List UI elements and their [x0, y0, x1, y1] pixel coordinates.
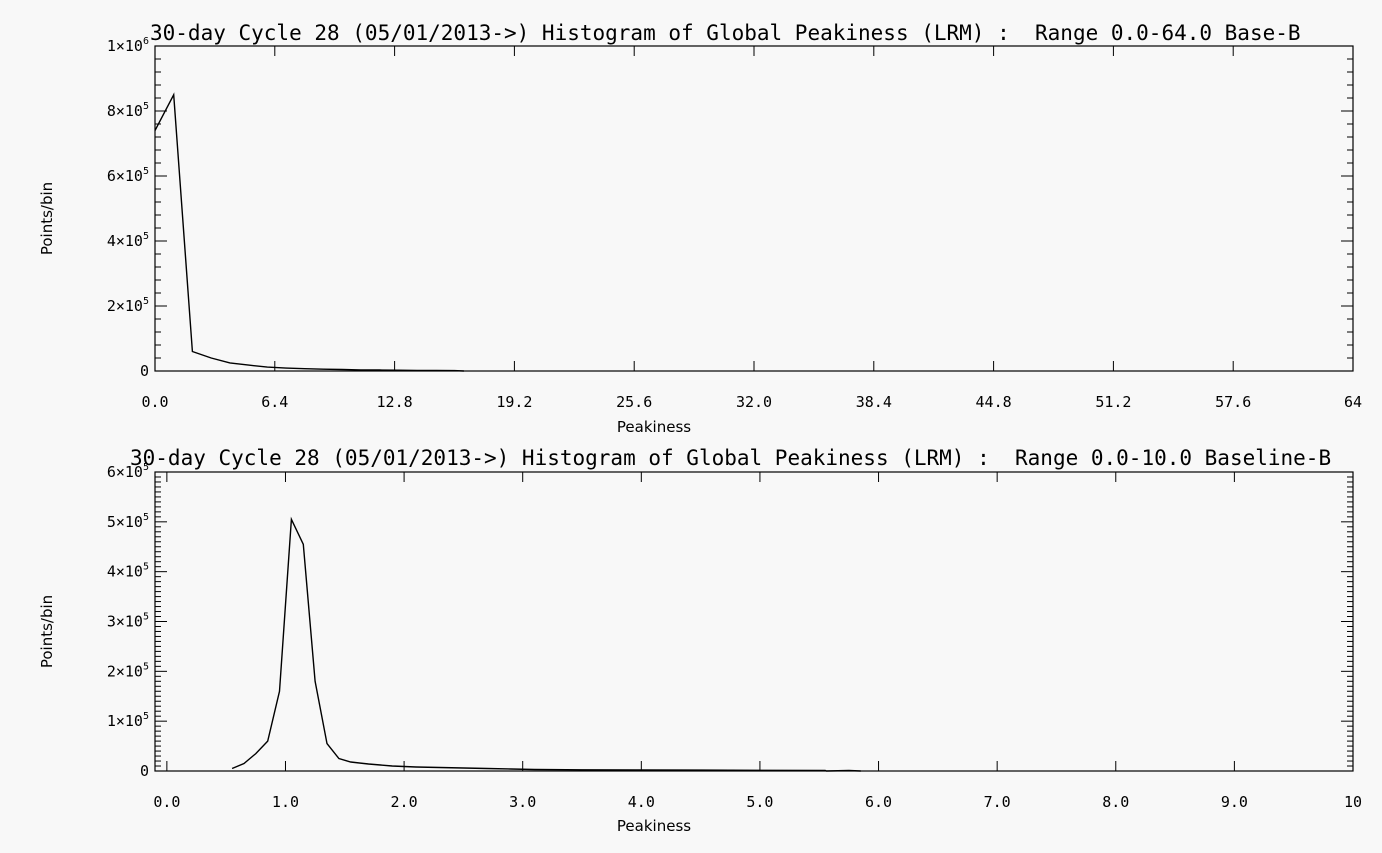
- chart-1-y-axis-label: Points/bin: [38, 182, 56, 255]
- chart-2-x-tick-label: 5.0: [746, 793, 773, 811]
- chart-1-x-tick-label: 57.6: [1215, 393, 1251, 411]
- chart-1-y-tick-label: 8×105: [107, 101, 149, 120]
- chart-1-y-tick-label: 4×105: [107, 231, 149, 250]
- chart-2-y-tick-label: 4×105: [107, 562, 149, 581]
- chart-1-x-tick-label: 25.6: [616, 393, 652, 411]
- chart-2-title: 30-day Cycle 28 (05/01/2013->) Histogram…: [130, 446, 1331, 470]
- chart-1-x-tick-label: 6.4: [261, 393, 288, 411]
- chart-1-x-axis-label: Peakiness: [617, 418, 691, 436]
- chart-2-x-tick-label: 10: [1344, 793, 1362, 811]
- chart-2-x-tick-label: 6.0: [865, 793, 892, 811]
- chart-2-y-tick-label: 2×105: [107, 661, 149, 680]
- chart-1-x-tick-label: 0.0: [141, 393, 168, 411]
- chart-2-y-tick-label: 6×105: [107, 462, 149, 481]
- chart-2-plot-frame: [154, 471, 1354, 772]
- chart-1-plot-frame: [154, 45, 1354, 372]
- chart-2-y-tick-label: 1×105: [107, 711, 149, 730]
- chart-1-x-tick-label: 38.4: [856, 393, 892, 411]
- chart-2-x-tick-label: 9.0: [1221, 793, 1248, 811]
- chart-2-x-axis-label: Peakiness: [617, 817, 691, 835]
- chart-2-x-tick-label: 1.0: [272, 793, 299, 811]
- chart-1: 30-day Cycle 28 (05/01/2013->) Histogram…: [38, 21, 1362, 436]
- chart-1-y-tick-label: 2×105: [107, 296, 149, 315]
- chart-2-y-tick-label: 5×105: [107, 512, 149, 531]
- chart-1-y-tick-label: 1×106: [107, 36, 149, 55]
- chart-2-x-tick-label: 0.0: [153, 793, 180, 811]
- chart-1-x-tick-label: 51.2: [1095, 393, 1131, 411]
- chart-1-x-tick-label: 19.2: [496, 393, 532, 411]
- chart-1-x-tick-label: 32.0: [736, 393, 772, 411]
- chart-2-x-tick-label: 2.0: [391, 793, 418, 811]
- chart-2: 30-day Cycle 28 (05/01/2013->) Histogram…: [38, 446, 1362, 835]
- chart-1-x-tick-label: 12.8: [377, 393, 413, 411]
- chart-1-title: 30-day Cycle 28 (05/01/2013->) Histogram…: [150, 21, 1301, 45]
- chart-2-x-tick-label: 7.0: [984, 793, 1011, 811]
- chart-2-y-tick-label: 0: [140, 762, 149, 780]
- chart-2-x-tick-label: 8.0: [1102, 793, 1129, 811]
- chart-1-y-tick-label: 6×105: [107, 166, 149, 185]
- chart-2-y-tick-label: 3×105: [107, 612, 149, 631]
- chart-2-series-line: [231, 516, 861, 772]
- chart-1-y-tick-label: 0: [140, 362, 149, 380]
- chart-2-x-tick-label: 4.0: [628, 793, 655, 811]
- chart-2-x-tick-label: 3.0: [509, 793, 536, 811]
- chart-1-series-line: [154, 92, 464, 372]
- chart-2-y-axis-label: Points/bin: [38, 595, 56, 668]
- chart-1-x-tick-label: 44.8: [976, 393, 1012, 411]
- chart-1-x-tick-label: 64: [1344, 393, 1362, 411]
